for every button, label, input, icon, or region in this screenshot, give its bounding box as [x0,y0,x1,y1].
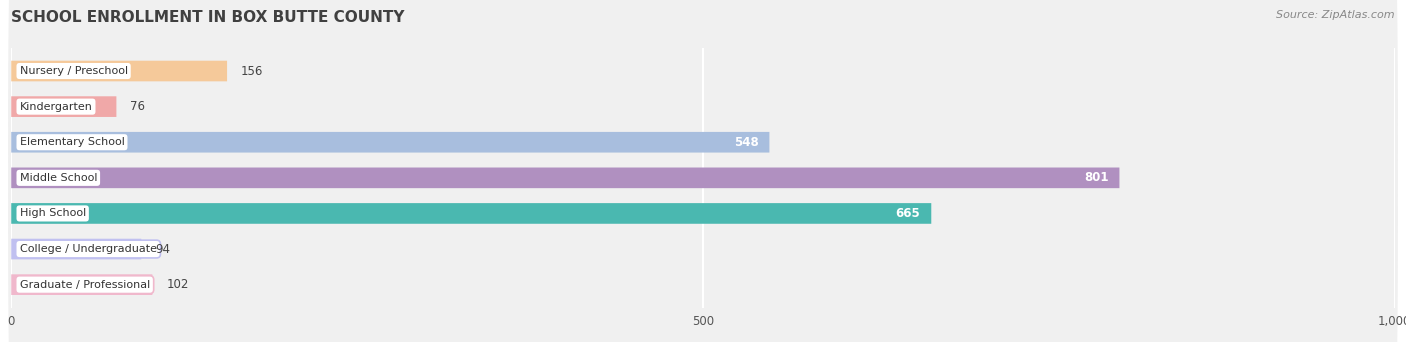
Text: SCHOOL ENROLLMENT IN BOX BUTTE COUNTY: SCHOOL ENROLLMENT IN BOX BUTTE COUNTY [11,10,405,25]
FancyBboxPatch shape [11,203,931,224]
Text: 76: 76 [131,100,145,113]
FancyBboxPatch shape [11,132,769,153]
Text: High School: High School [20,208,86,219]
FancyBboxPatch shape [11,96,117,117]
Text: 156: 156 [240,65,263,78]
Text: Kindergarten: Kindergarten [20,102,93,111]
FancyBboxPatch shape [8,59,1398,342]
Text: Graduate / Professional: Graduate / Professional [20,280,150,290]
FancyBboxPatch shape [8,0,1398,226]
Text: 665: 665 [896,207,920,220]
FancyBboxPatch shape [11,168,1119,188]
Text: 102: 102 [166,278,188,291]
FancyBboxPatch shape [8,0,1398,297]
FancyBboxPatch shape [8,130,1398,342]
Text: 94: 94 [155,242,170,255]
FancyBboxPatch shape [11,239,141,259]
FancyBboxPatch shape [8,0,1398,261]
Text: 801: 801 [1084,171,1108,184]
Text: Elementary School: Elementary School [20,137,124,147]
Text: Middle School: Middle School [20,173,97,183]
Text: Source: ZipAtlas.com: Source: ZipAtlas.com [1277,10,1395,20]
FancyBboxPatch shape [11,274,152,295]
Text: Nursery / Preschool: Nursery / Preschool [20,66,128,76]
FancyBboxPatch shape [8,94,1398,342]
FancyBboxPatch shape [11,61,228,81]
FancyBboxPatch shape [8,23,1398,332]
Text: 548: 548 [734,136,758,149]
Text: College / Undergraduate: College / Undergraduate [20,244,156,254]
